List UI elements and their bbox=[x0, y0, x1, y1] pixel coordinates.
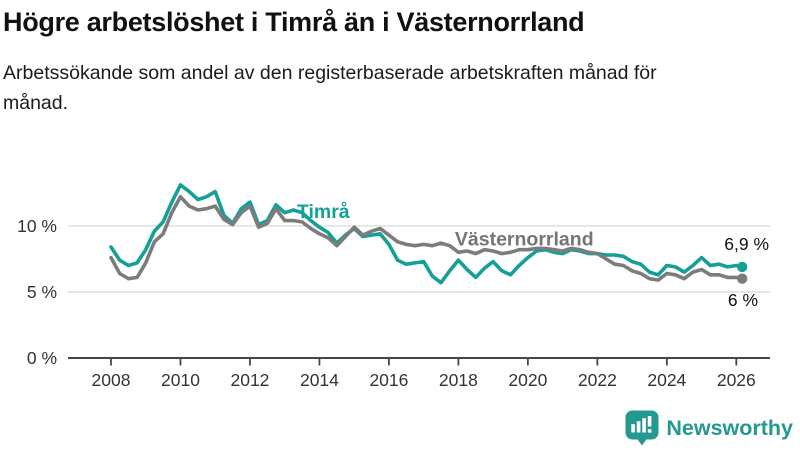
x-axis-tick-label: 2014 bbox=[300, 370, 339, 390]
x-axis-tick-label: 2024 bbox=[647, 370, 686, 390]
vasternorrland-end-dot bbox=[737, 273, 748, 284]
timra-line bbox=[109, 183, 745, 285]
x-axis-tick-label: 2008 bbox=[92, 370, 131, 390]
chart-header: Högre arbetslöshet i Timrå än i Västerno… bbox=[0, 0, 800, 118]
x-axis-tick-label: 2018 bbox=[439, 370, 478, 390]
newsworthy-brand-text: Newsworthy bbox=[666, 415, 793, 440]
timra-label: Timrå bbox=[297, 200, 350, 223]
vasternorrland-line bbox=[109, 195, 745, 282]
vasternorrland-end-value: 6 % bbox=[728, 290, 758, 310]
page-subtitle: Arbetssökande som andel av den registerb… bbox=[3, 62, 657, 115]
page-title: Högre arbetslöshet i Timrå än i Västerno… bbox=[3, 7, 585, 37]
newsworthy-logo: Newsworthy bbox=[625, 410, 793, 446]
x-axis-tick-label: 2026 bbox=[717, 370, 756, 390]
x-axis-tick-label: 2012 bbox=[230, 370, 269, 390]
x-axis-tick-label: 2020 bbox=[508, 370, 547, 390]
y-axis-tick-label: 10 % bbox=[17, 216, 57, 236]
x-axis-tick-label: 2016 bbox=[369, 370, 408, 390]
y-axis-tick-label: 0 % bbox=[27, 348, 57, 368]
bar-chart-speech-bubble-icon bbox=[625, 410, 659, 446]
y-axis-tick-label: 5 % bbox=[27, 282, 57, 302]
vasternorrland-label: Västernorrland bbox=[455, 229, 594, 251]
x-axis-tick-label: 2010 bbox=[161, 370, 200, 390]
timra-end-dot bbox=[737, 261, 748, 273]
timra-end-value: 6,9 % bbox=[724, 234, 769, 254]
x-axis-tick-label: 2022 bbox=[578, 370, 617, 390]
